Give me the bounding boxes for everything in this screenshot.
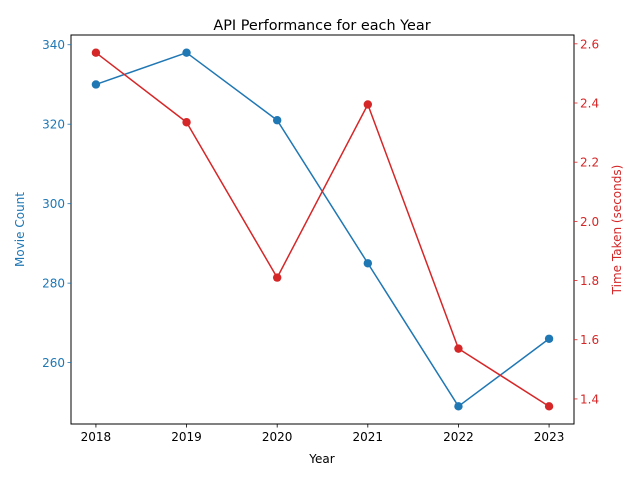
y-left-tick-label: 340 (42, 38, 65, 52)
time-taken-point (91, 48, 101, 57)
movie-count-point (363, 259, 373, 268)
y-axis-right: 1.4 1.6 1.8 2.0 2.2 2.4 2.6 (574, 37, 599, 406)
time-taken-line (95, 52, 550, 407)
y-right-tick-label: 1.8 (580, 274, 599, 288)
y-axis-left: 260 280 300 320 340 (42, 38, 71, 370)
time-taken-point (363, 100, 373, 109)
time-taken-point (544, 402, 554, 411)
y-right-tick-label: 2.2 (580, 156, 599, 170)
y-left-tick-label: 260 (42, 356, 65, 370)
x-tick-label: 2020 (262, 430, 293, 444)
x-axis: 2018 2019 2020 2021 2022 2023 (81, 424, 565, 444)
time-taken-point (454, 344, 463, 353)
y-left-tick-label: 320 (42, 118, 65, 132)
y-left-tick-label: 280 (42, 277, 65, 291)
movie-count-point (454, 402, 463, 411)
series-layer (91, 48, 554, 411)
movie-count-point (182, 48, 191, 57)
x-axis-label: Year (308, 452, 334, 466)
y-right-tick-label: 2.0 (580, 215, 599, 229)
y-left-tick-label: 300 (42, 197, 65, 211)
x-tick-label: 2022 (443, 430, 474, 444)
y-axis-right-label: Time Taken (seconds) (610, 165, 624, 296)
y-right-tick-label: 1.4 (580, 392, 599, 406)
x-tick-label: 2018 (81, 430, 112, 444)
y-axis-left-label: Movie Count (13, 192, 27, 267)
y-right-tick-label: 2.4 (580, 97, 599, 111)
time-taken-point (182, 118, 191, 127)
chart-title: API Performance for each Year (213, 18, 430, 34)
movie-count-point (272, 116, 282, 125)
movie-count-point (91, 80, 101, 89)
x-tick-label: 2021 (353, 430, 384, 444)
x-tick-label: 2019 (171, 430, 202, 444)
time-taken-point (272, 273, 282, 282)
y-right-tick-label: 2.6 (580, 37, 599, 51)
x-tick-label: 2023 (534, 430, 565, 444)
y-right-tick-label: 1.6 (580, 333, 599, 347)
plot-frame (70, 34, 575, 425)
movie-count-point (544, 334, 554, 343)
